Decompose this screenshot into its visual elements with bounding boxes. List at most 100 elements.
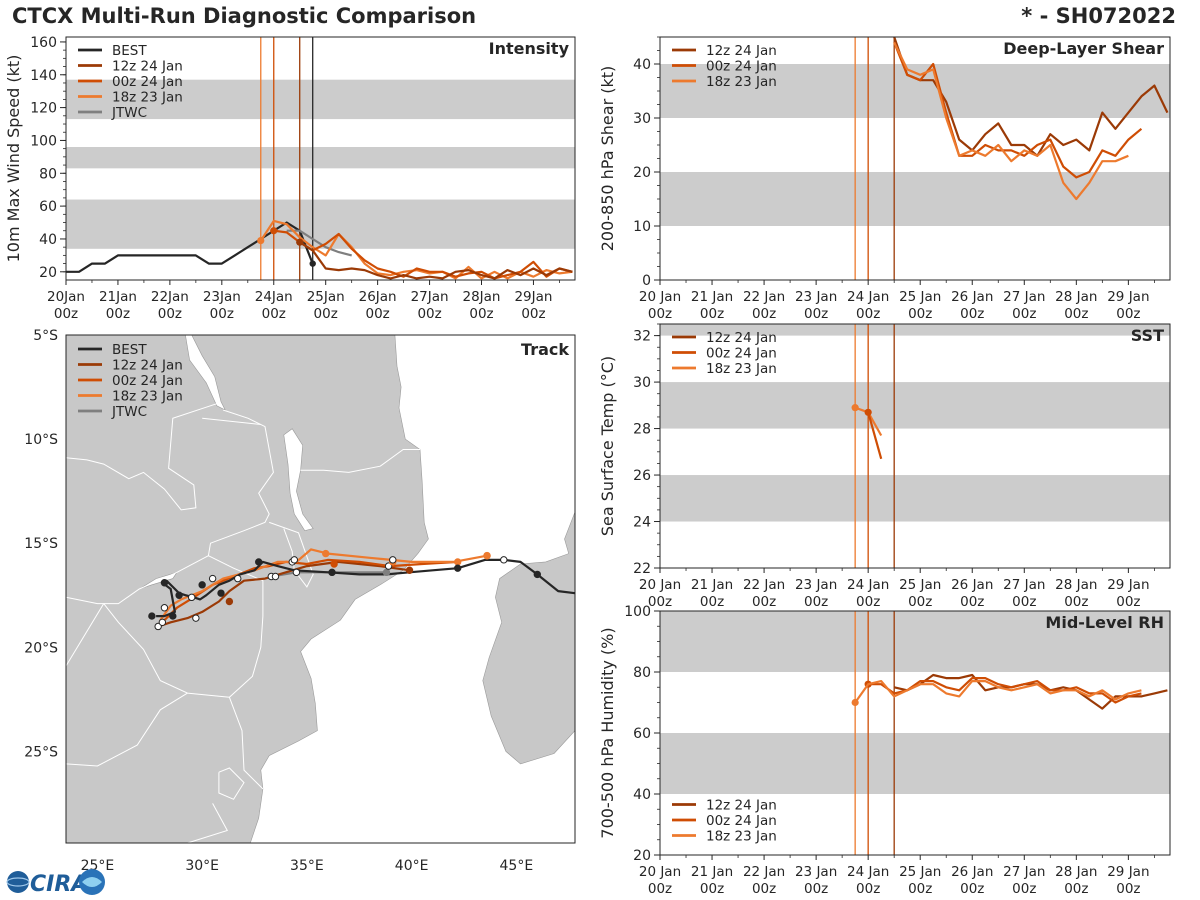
track-x-tick-label: 35°E [290, 858, 324, 874]
shear-series-run_18z [893, 41, 1129, 201]
shear-x-tick-day: 23 Jan [795, 289, 837, 305]
track-y-tick-label: 15°S [24, 536, 58, 552]
track-marker-run_00z [160, 604, 169, 612]
shear-x-tick-hour: 00z [856, 306, 880, 322]
shear-x-tick-hour: 00z [908, 306, 932, 322]
intensity-x-tick-hour: 00z [521, 306, 545, 322]
shear-x-tick-hour: 00z [1012, 306, 1036, 322]
shear-y-tick-label: 10 [633, 219, 651, 235]
shear-y-tick-label: 30 [633, 111, 651, 127]
figure-title: CTCX Multi-Run Diagnostic Comparison [12, 4, 477, 28]
shear-x-tick-hour: 00z [1116, 306, 1140, 322]
intensity-legend-label-best: BEST [112, 43, 147, 59]
rh-x-tick-day: 21 Jan [691, 864, 733, 880]
sst-y-tick-label: 26 [633, 468, 651, 484]
intensity-band-1 [66, 147, 575, 169]
intensity-legend-label-run_12z: 12z 24 Jan [112, 59, 183, 75]
track-start-marker-run_18z [483, 551, 491, 560]
track-marker-best [389, 556, 397, 564]
sst-band-2 [660, 324, 1170, 336]
intensity-y-tick-label: 100 [30, 133, 57, 149]
intensity-y-tick-label: 140 [30, 68, 57, 84]
track-marker-best [160, 579, 169, 587]
rh-y-tick-label: 80 [633, 665, 651, 681]
track-legend-label-run_00z: 00z 24 Jan [112, 373, 183, 389]
rh-y-tick-label: 20 [633, 848, 651, 864]
intensity-panel-title: Intensity [489, 39, 570, 58]
logo-text: CIRA [30, 872, 88, 897]
intensity-series-run_00z [273, 229, 573, 280]
sst-x-tick-day: 25 Jan [899, 577, 941, 593]
track-y-tick-label: 10°S [24, 432, 58, 448]
sst-y-tick-label: 22 [633, 561, 651, 577]
sst-y-tick-label: 32 [633, 329, 651, 345]
shear-x-tick-hour: 00z [752, 306, 776, 322]
track-country-border-4 [103, 603, 230, 698]
intensity-x-tick-day: 21Jan [99, 289, 137, 305]
sst-x-tick-hour: 00z [856, 594, 880, 610]
track-marker-best [198, 581, 206, 589]
intensity-x-tick-hour: 00z [469, 306, 493, 322]
logo-orbit [6, 877, 30, 887]
rh-x-tick-hour: 00z [856, 881, 880, 897]
track-legend-label-run_12z: 12z 24 Jan [112, 358, 183, 374]
track-marker-best [169, 612, 177, 620]
intensity-x-tick-hour: 00z [54, 306, 78, 322]
intensity-y-tick-label: 40 [39, 232, 57, 248]
intensity-legend-label-jtwc: JTWC [111, 105, 147, 121]
rh-x-tick-hour: 00z [700, 881, 724, 897]
rh-series-run_12z [893, 673, 1168, 710]
track-panel-title: Track [521, 340, 569, 359]
track-line-run_18z [159, 548, 488, 621]
sst-x-tick-day: 24 Jan [847, 577, 889, 593]
intensity-x-tick-hour: 00z [365, 306, 389, 322]
track-lake-malawi [283, 428, 314, 532]
track-country-border-10 [187, 803, 229, 844]
sst-x-tick-hour: 00z [648, 594, 672, 610]
sst-x-tick-day: 23 Jan [795, 577, 837, 593]
track-country-border-9 [202, 417, 261, 425]
intensity-start-marker-run_18z [257, 236, 265, 245]
intensity-x-tick-day: 29Jan [514, 289, 552, 305]
logo-globe [7, 871, 29, 893]
intensity-x-tick-hour: 00z [158, 306, 182, 322]
rh-x-tick-hour: 00z [960, 881, 984, 897]
sst-panel-title: SST [1131, 326, 1164, 345]
shear-legend-label-run_00z: 00z 24 Jan [706, 59, 777, 75]
sst-x-tick-hour: 00z [1116, 594, 1140, 610]
rh-x-tick-day: 27 Jan [1003, 864, 1045, 880]
rh-panel-title: Mid-Level RH [1045, 613, 1164, 632]
intensity-x-tick-hour: 00z [106, 306, 130, 322]
intensity-start-marker-run_00z [270, 227, 278, 235]
rh-x-tick-hour: 00z [648, 881, 672, 897]
sst-x-tick-day: 21 Jan [691, 577, 733, 593]
sst-x-tick-hour: 00z [700, 594, 724, 610]
shear-x-tick-day: 28 Jan [1055, 289, 1097, 305]
rh-x-tick-day: 28 Jan [1055, 864, 1097, 880]
rh-x-tick-hour: 00z [1116, 881, 1140, 897]
track-legend-label-jtwc: JTWC [111, 404, 147, 420]
intensity-end-marker-best [309, 260, 316, 267]
sst-x-tick-hour: 00z [752, 594, 776, 610]
intensity-y-tick-label: 60 [39, 199, 57, 215]
track-legend-label-best: BEST [112, 342, 147, 358]
shear-x-tick-hour: 00z [960, 306, 984, 322]
shear-x-tick-day: 24 Jan [847, 289, 889, 305]
track-marker-run_18z [453, 558, 462, 566]
rh-x-tick-hour: 00z [1012, 881, 1036, 897]
track-marker-best [500, 556, 508, 564]
sst-y-tick-label: 28 [633, 422, 651, 438]
sst-y-axis-label: Sea Surface Temp (°C) [598, 356, 617, 536]
sst-band-1 [660, 382, 1170, 429]
intensity-y-tick-label: 80 [39, 166, 57, 182]
rh-legend-label-run_12z: 12z 24 Jan [706, 798, 777, 814]
shear-y-axis-label: 200-850 hPa Shear (kt) [598, 66, 617, 252]
intensity-series-run_12z [299, 241, 573, 280]
rh-x-tick-day: 23 Jan [795, 864, 837, 880]
storm-id: * - SH072022 [1021, 4, 1176, 28]
rh-series-run_18z [854, 679, 1142, 704]
track-country-border-0 [65, 403, 217, 511]
track-marker-best [148, 612, 156, 620]
intensity-x-tick-hour: 00z [417, 306, 441, 322]
